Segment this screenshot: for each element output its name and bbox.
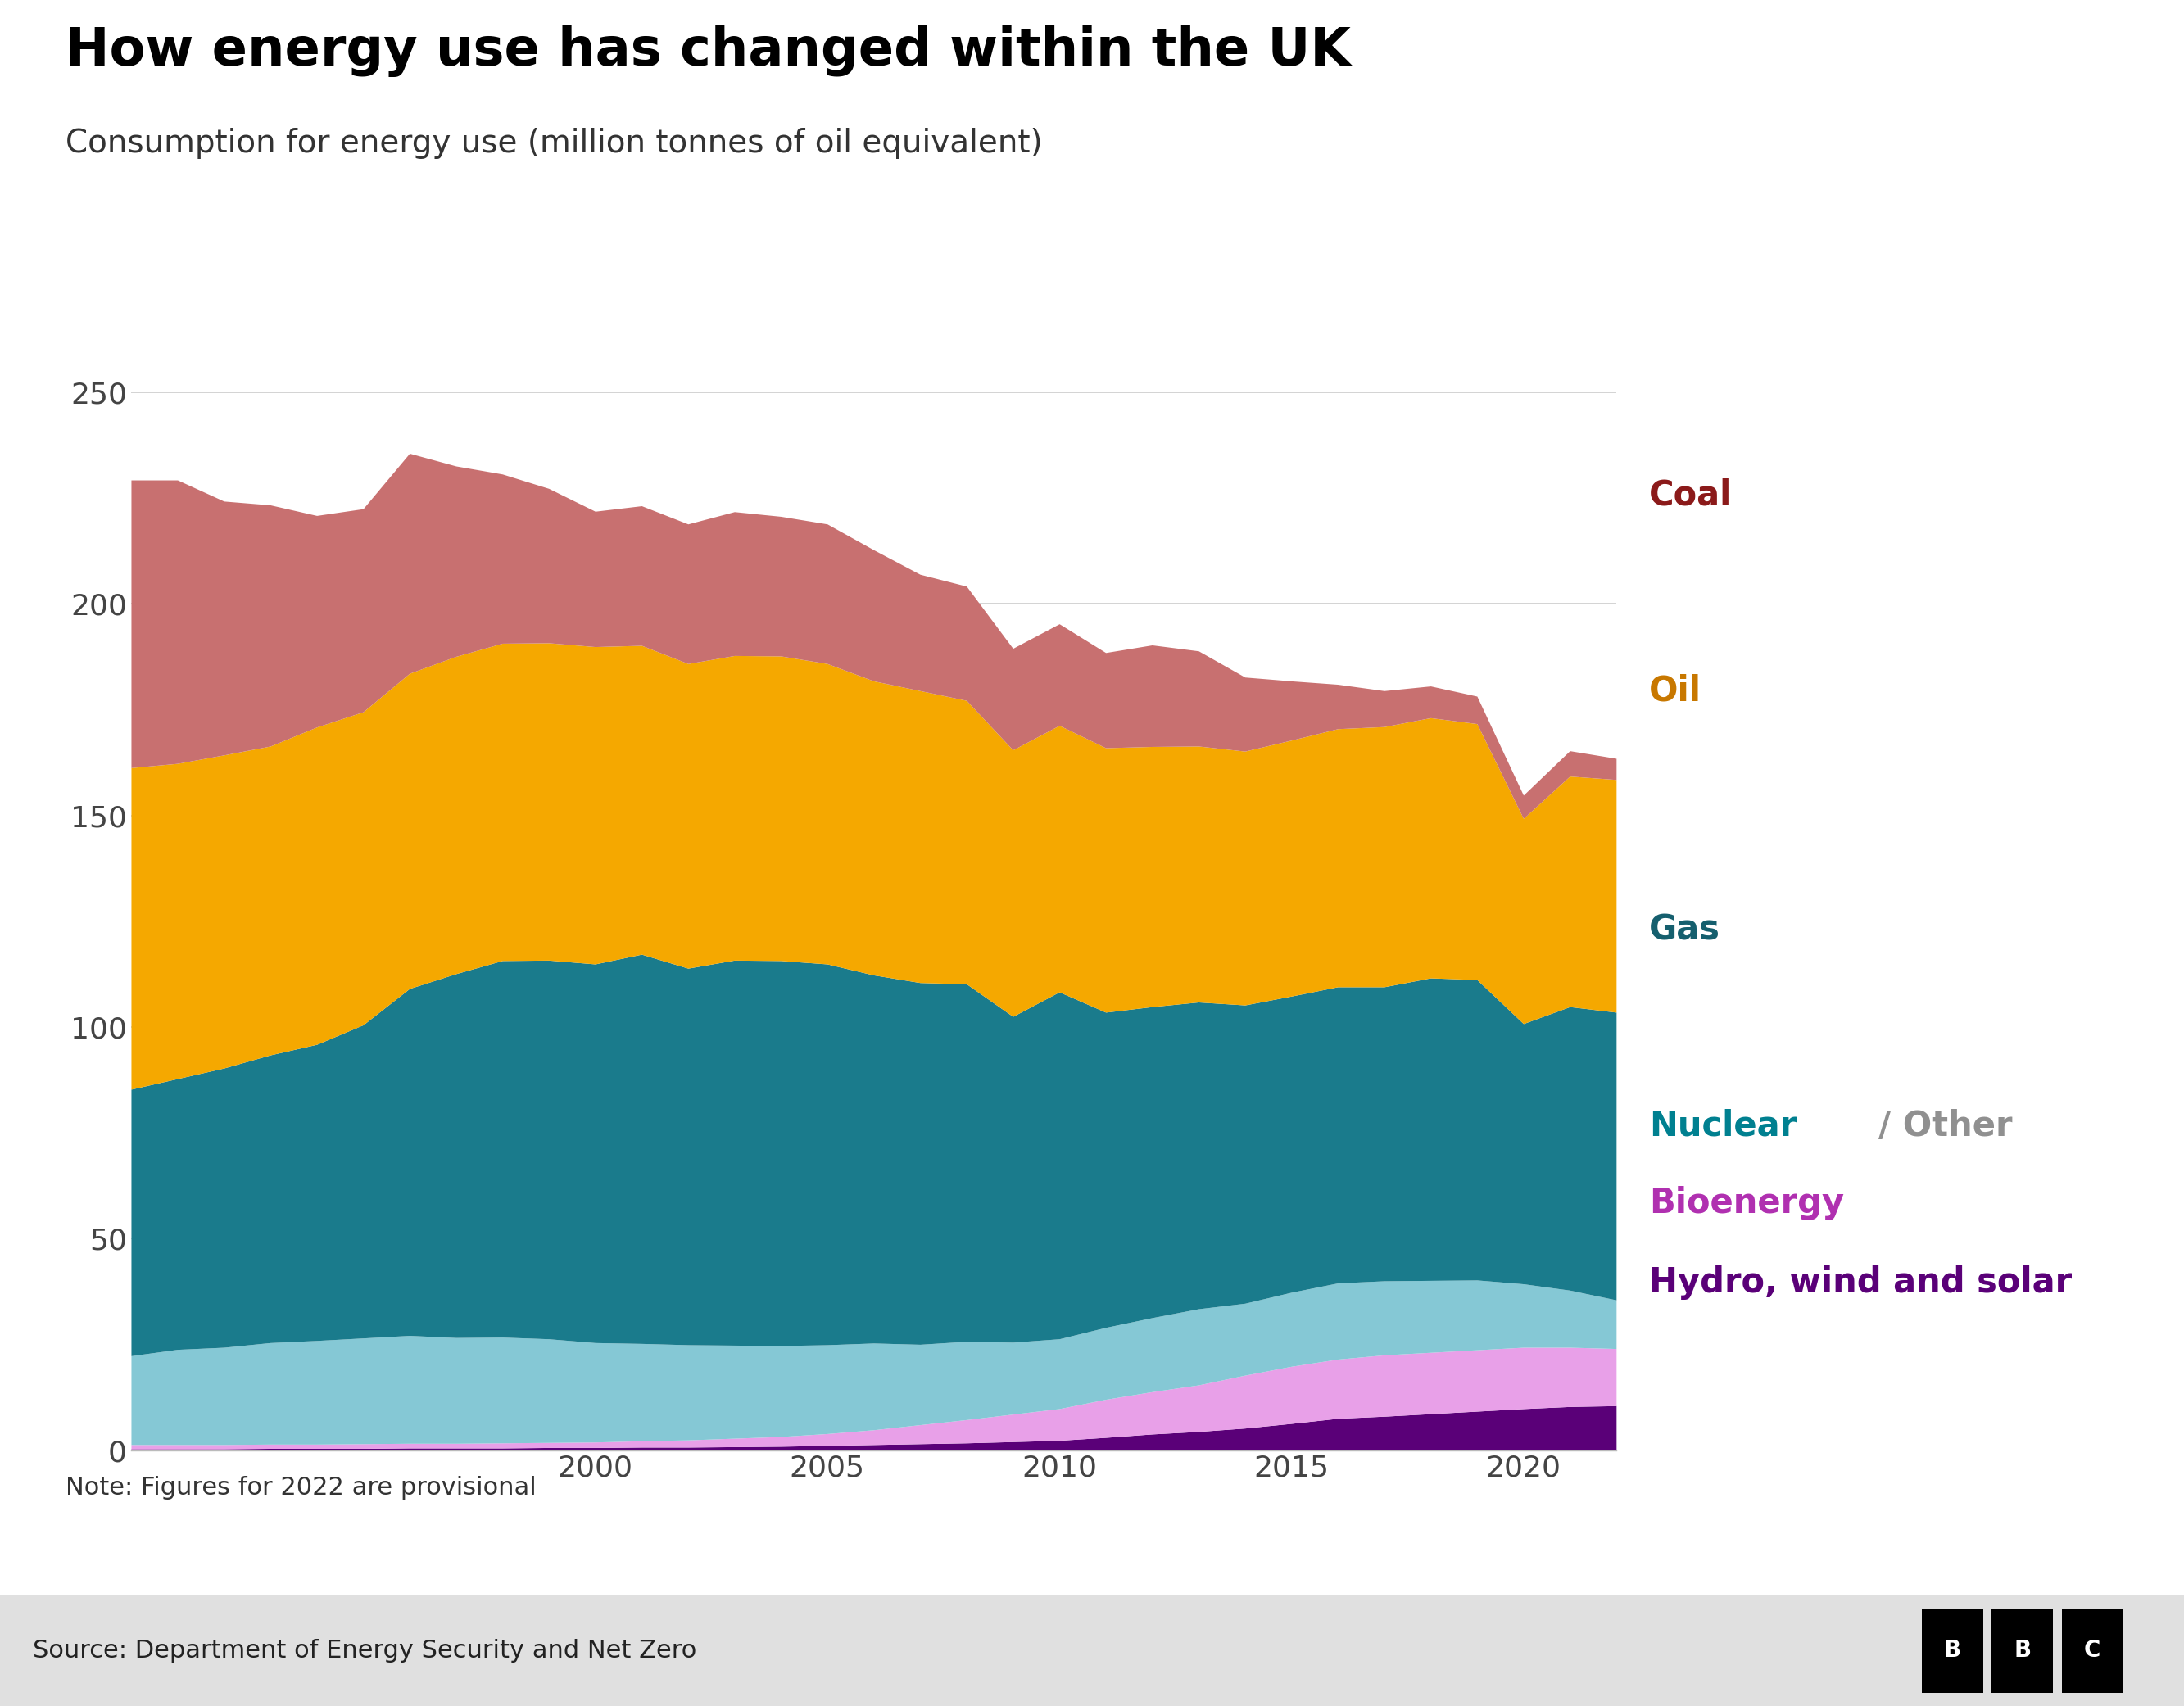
Text: Nuclear: Nuclear (1649, 1109, 1797, 1143)
Text: C: C (2084, 1639, 2101, 1662)
FancyBboxPatch shape (2062, 1609, 2123, 1692)
Text: Coal: Coal (1649, 478, 1732, 512)
Text: How energy use has changed within the UK: How energy use has changed within the UK (66, 26, 1350, 77)
FancyBboxPatch shape (1922, 1609, 1983, 1692)
Text: Note: Figures for 2022 are provisional: Note: Figures for 2022 are provisional (66, 1476, 537, 1500)
FancyBboxPatch shape (0, 1595, 2184, 1706)
Text: Gas: Gas (1649, 913, 1721, 947)
FancyBboxPatch shape (1992, 1609, 2053, 1692)
Text: / Other: / Other (1878, 1109, 2011, 1143)
Text: Oil: Oil (1649, 674, 1701, 708)
Text: Hydro, wind and solar: Hydro, wind and solar (1649, 1266, 2073, 1300)
Text: Consumption for energy use (million tonnes of oil equivalent): Consumption for energy use (million tonn… (66, 128, 1042, 159)
Text: Source: Department of Energy Security and Net Zero: Source: Department of Energy Security an… (33, 1639, 697, 1662)
Text: B: B (2014, 1639, 2031, 1662)
Text: Bioenergy: Bioenergy (1649, 1186, 1843, 1220)
Text: B: B (1944, 1639, 1961, 1662)
